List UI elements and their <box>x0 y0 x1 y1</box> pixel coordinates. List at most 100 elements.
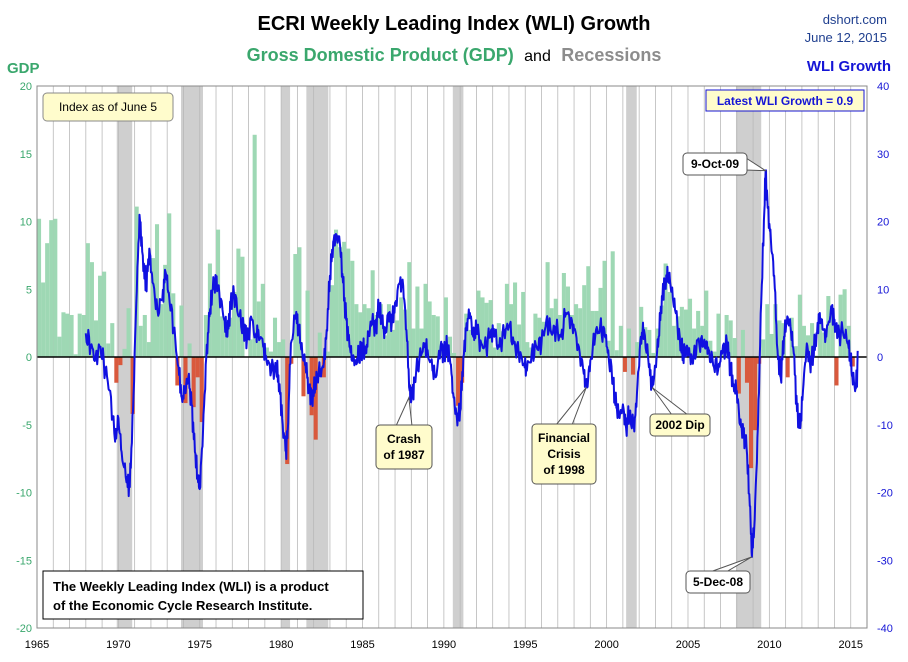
gdp-bar <box>378 304 383 357</box>
gdp-bar <box>834 357 839 386</box>
gdp-bar <box>618 325 623 357</box>
annotation-crash87: Crash of 1987 <box>375 395 433 470</box>
gdp-bar <box>736 357 741 394</box>
gdp-bar <box>423 283 428 357</box>
gdp-bar <box>582 285 587 357</box>
gdp-bar <box>317 332 322 357</box>
gdp-bar <box>590 310 595 357</box>
gdp-bar <box>687 298 693 357</box>
gdp-bar <box>195 357 200 378</box>
gdp-bar <box>183 357 188 404</box>
gdp-bar <box>842 289 847 357</box>
gdp-bar <box>614 350 619 357</box>
right-tick-label: -40 <box>877 623 893 635</box>
right-tick-label: 20 <box>877 217 889 229</box>
gdp-bar <box>431 314 436 357</box>
gdp-bar <box>492 347 497 357</box>
gdp-bar <box>586 266 591 357</box>
right-tick-label: -10 <box>877 420 893 432</box>
gdp-bar <box>395 320 400 357</box>
callout-box <box>649 413 711 437</box>
gdp-bar <box>232 291 237 357</box>
gdp-bar <box>89 262 94 357</box>
right-tick-label: 40 <box>877 81 889 93</box>
gdp-bar <box>850 357 855 367</box>
gdp-bar <box>521 291 526 357</box>
callout-text: Crisis <box>547 447 581 461</box>
callout-box <box>682 152 748 176</box>
gdp-bar <box>732 338 737 357</box>
gdp-bar <box>626 328 632 357</box>
gdp-bar <box>480 297 485 357</box>
right-tick-label: -30 <box>877 555 893 567</box>
gdp-bar <box>769 333 774 357</box>
gdp-bar <box>268 351 273 357</box>
gdp-bar <box>260 283 265 357</box>
gdp-bar <box>248 339 253 357</box>
gdp-bar <box>692 328 697 357</box>
gdp-bar <box>77 313 82 357</box>
gdp-bar <box>484 302 489 357</box>
gdp-bar <box>358 312 363 357</box>
index-note-box: Index as of June 5 <box>42 92 174 122</box>
gdp-bar <box>541 321 546 357</box>
source-text: dshort.com <box>823 12 887 27</box>
callout-text: 9-Oct-09 <box>691 157 739 171</box>
gdp-bar <box>220 316 225 357</box>
gdp-bar <box>679 306 684 357</box>
callout-box <box>685 570 751 594</box>
x-tick-label: 1975 <box>188 639 212 651</box>
x-axis-ticks: 1965 1970 1975 1980 1985 1990 1995 2000 2005 2010… <box>25 639 863 651</box>
gdp-bar <box>138 325 143 357</box>
gdp-bar <box>309 357 314 416</box>
gdp-bar <box>264 347 269 357</box>
x-tick-label: 2005 <box>676 639 700 651</box>
gdp-bar <box>504 283 509 357</box>
gdp-bar <box>403 309 408 357</box>
gdp-bar <box>81 314 86 357</box>
x-tick-label: 1995 <box>513 639 537 651</box>
gdp-bar <box>277 342 282 357</box>
callout-text: 5-Dec-08 <box>693 575 743 589</box>
x-tick-label: 2000 <box>594 639 618 651</box>
left-tick-label: 15 <box>20 149 32 161</box>
gdp-bar <box>49 220 54 357</box>
gdp-bar <box>496 323 501 357</box>
index-note-background <box>42 92 174 122</box>
gdp-bar <box>126 308 131 357</box>
gdp-bar <box>285 357 290 465</box>
gdp-bar <box>716 313 721 357</box>
gdp-bar <box>85 243 90 357</box>
annotation-dec08: 5-Dec-08 <box>685 556 753 594</box>
gdp-bar <box>569 314 575 357</box>
latest-wli-background <box>705 89 865 112</box>
gdp-bar <box>118 357 123 366</box>
gdp-bar <box>740 329 745 357</box>
gdp-bar <box>346 248 351 357</box>
callout-text: of 1998 <box>543 463 585 477</box>
gdp-bar <box>175 357 180 386</box>
gdp-bar <box>826 296 831 357</box>
callout-text: Crash <box>387 432 421 446</box>
gdp-bar <box>793 346 798 357</box>
gdp-bar <box>728 320 733 357</box>
gdp-bar <box>382 335 387 357</box>
gdp-bar <box>297 247 302 357</box>
gdp-bar <box>154 224 160 357</box>
gdp-bar <box>525 342 530 357</box>
date-text: June 12, 2015 <box>805 30 887 45</box>
left-tick-label: 10 <box>20 217 32 229</box>
gdp-bar <box>797 294 802 357</box>
gdp-bar <box>211 283 217 357</box>
gdp-bar <box>765 304 770 357</box>
gdp-bar <box>301 357 306 397</box>
right-tick-label: -20 <box>877 488 893 500</box>
index-note-text: Index as of June 5 <box>59 100 157 114</box>
gdp-bar <box>635 342 640 357</box>
x-tick-label: 1965 <box>25 639 49 651</box>
gdp-bar <box>443 297 448 357</box>
gdp-bar <box>606 340 611 357</box>
gdp-bar <box>73 354 78 357</box>
left-tick-label: -10 <box>16 488 32 500</box>
x-tick-label: 1970 <box>106 639 130 651</box>
